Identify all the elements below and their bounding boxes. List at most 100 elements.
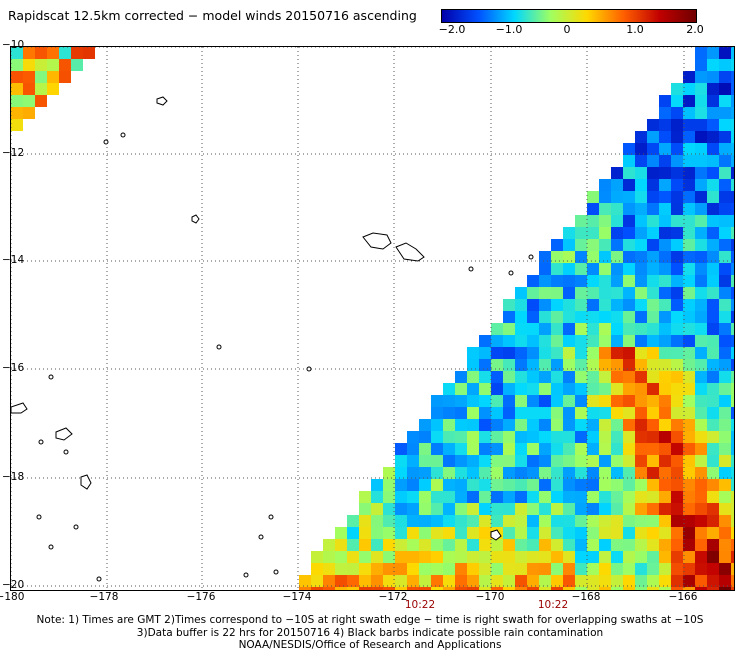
wind-cell — [563, 347, 575, 359]
wind-cell — [407, 431, 419, 443]
wind-cell — [563, 383, 575, 395]
wind-cell — [611, 203, 623, 215]
wind-cell — [671, 143, 683, 155]
wind-cell — [611, 239, 623, 251]
wind-cell — [695, 323, 707, 335]
wind-cell — [503, 479, 515, 491]
wind-cell — [671, 251, 683, 263]
wind-cell — [731, 227, 734, 239]
wind-cell — [719, 323, 731, 335]
wind-cell — [731, 491, 734, 503]
wind-cell — [587, 539, 599, 551]
island-outline — [38, 439, 44, 445]
wind-cell — [635, 443, 647, 455]
wind-cell — [503, 299, 515, 311]
wind-cell — [695, 167, 707, 179]
wind-cell — [587, 503, 599, 515]
wind-cell — [695, 179, 707, 191]
wind-cell — [611, 467, 623, 479]
wind-cell — [491, 539, 503, 551]
wind-cell — [731, 119, 734, 131]
wind-cell — [671, 287, 683, 299]
wind-cell — [707, 587, 719, 590]
wind-cell — [731, 299, 734, 311]
wind-cell — [695, 335, 707, 347]
wind-cell — [671, 119, 683, 131]
wind-cell — [575, 455, 587, 467]
wind-cell — [503, 575, 515, 587]
wind-cell — [599, 275, 611, 287]
wind-cell — [707, 191, 719, 203]
footer-line: NOAA/NESDIS/Office of Research and Appli… — [238, 639, 502, 651]
wind-cell — [671, 179, 683, 191]
wind-cell — [611, 587, 623, 590]
wind-cell — [503, 551, 515, 563]
wind-cell — [527, 443, 539, 455]
wind-cell — [11, 47, 23, 59]
wind-cell — [551, 335, 563, 347]
wind-cell — [479, 551, 491, 563]
wind-cell — [683, 527, 695, 539]
wind-cell — [719, 527, 731, 539]
wind-cell — [695, 119, 707, 131]
wind-cell — [647, 587, 659, 590]
wind-cell — [491, 395, 503, 407]
wind-cell — [407, 491, 419, 503]
wind-cell — [635, 179, 647, 191]
wind-cell — [539, 431, 551, 443]
wind-cell — [347, 575, 359, 587]
wind-cell — [599, 491, 611, 503]
wind-cell — [431, 431, 443, 443]
wind-cell — [659, 335, 671, 347]
wind-cell — [671, 191, 683, 203]
wind-cell — [659, 299, 671, 311]
wind-cell — [731, 527, 734, 539]
wind-cell — [419, 515, 431, 527]
wind-cell — [491, 431, 503, 443]
wind-cell — [623, 395, 635, 407]
wind-cell — [551, 563, 563, 575]
colorbar-label: 2.0 — [686, 23, 704, 36]
wind-cell — [323, 539, 335, 551]
wind-cell — [551, 239, 563, 251]
wind-cell — [575, 395, 587, 407]
wind-cell — [635, 551, 647, 563]
wind-cell — [491, 467, 503, 479]
wind-cell — [383, 527, 395, 539]
wind-cell — [671, 383, 683, 395]
wind-cell — [443, 551, 455, 563]
wind-cell — [587, 335, 599, 347]
wind-cell — [551, 371, 563, 383]
wind-cell — [491, 515, 503, 527]
wind-cell — [575, 575, 587, 587]
wind-cell — [407, 467, 419, 479]
wind-cell — [455, 419, 467, 431]
wind-cell — [419, 563, 431, 575]
wind-cell — [587, 479, 599, 491]
island-outline — [156, 96, 168, 106]
wind-cell — [599, 203, 611, 215]
wind-cell — [635, 383, 647, 395]
wind-cell — [671, 587, 683, 590]
wind-cell — [611, 227, 623, 239]
wind-cell — [383, 539, 395, 551]
wind-cell — [719, 227, 731, 239]
island-outline — [528, 254, 534, 260]
wind-cell — [683, 539, 695, 551]
wind-cell — [479, 419, 491, 431]
wind-cell — [695, 131, 707, 143]
wind-cell — [347, 551, 359, 563]
wind-cell — [47, 83, 59, 95]
wind-cell — [515, 503, 527, 515]
wind-cell — [611, 323, 623, 335]
wind-cell — [563, 479, 575, 491]
wind-cell — [695, 203, 707, 215]
wind-cell — [647, 251, 659, 263]
wind-cell — [707, 155, 719, 167]
wind-cell — [683, 335, 695, 347]
wind-cell — [647, 491, 659, 503]
wind-cell — [479, 383, 491, 395]
wind-cell — [23, 47, 35, 59]
wind-cell — [623, 575, 635, 587]
wind-cell — [623, 311, 635, 323]
